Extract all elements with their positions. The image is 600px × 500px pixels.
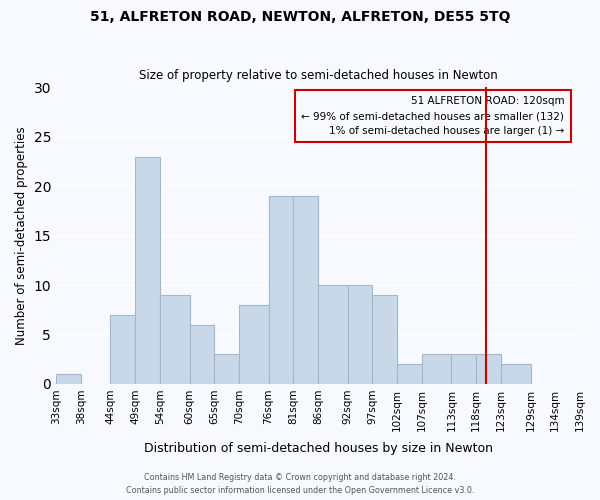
Bar <box>56 374 81 384</box>
Bar <box>160 295 190 384</box>
Bar <box>397 364 422 384</box>
Bar <box>214 354 239 384</box>
Bar <box>318 285 347 384</box>
Text: 51 ALFRETON ROAD: 120sqm
← 99% of semi-detached houses are smaller (132)
1% of s: 51 ALFRETON ROAD: 120sqm ← 99% of semi-d… <box>301 96 564 136</box>
Bar <box>190 324 214 384</box>
Bar <box>373 295 397 384</box>
Bar <box>451 354 476 384</box>
Bar <box>422 354 451 384</box>
X-axis label: Distribution of semi-detached houses by size in Newton: Distribution of semi-detached houses by … <box>143 442 493 455</box>
Text: 51, ALFRETON ROAD, NEWTON, ALFRETON, DE55 5TQ: 51, ALFRETON ROAD, NEWTON, ALFRETON, DE5… <box>90 10 510 24</box>
Text: Contains HM Land Registry data © Crown copyright and database right 2024.
Contai: Contains HM Land Registry data © Crown c… <box>126 474 474 495</box>
Y-axis label: Number of semi-detached properties: Number of semi-detached properties <box>15 126 28 345</box>
Title: Size of property relative to semi-detached houses in Newton: Size of property relative to semi-detach… <box>139 69 497 82</box>
Bar <box>135 156 160 384</box>
Bar <box>269 196 293 384</box>
Bar <box>110 314 135 384</box>
Bar <box>293 196 318 384</box>
Bar <box>476 354 501 384</box>
Bar <box>501 364 530 384</box>
Bar <box>347 285 373 384</box>
Bar <box>239 305 269 384</box>
